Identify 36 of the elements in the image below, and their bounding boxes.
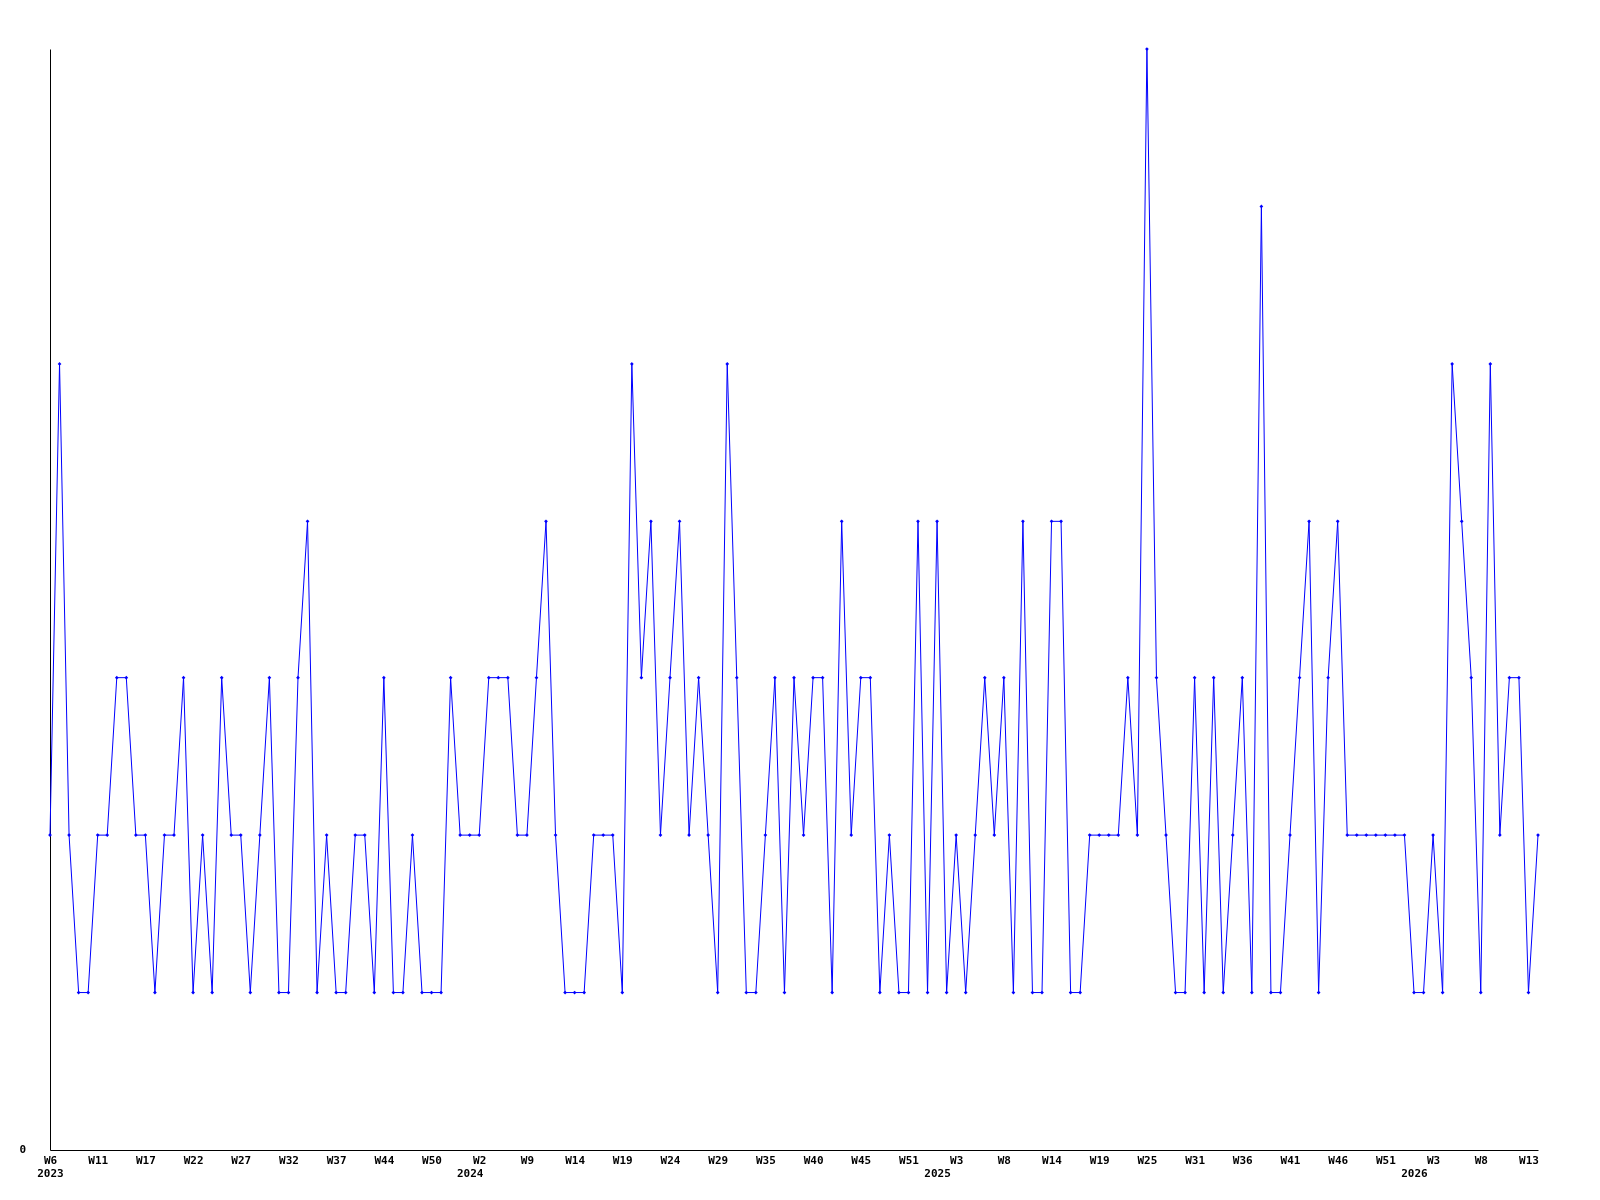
x-tick-label: W35 [755, 1153, 776, 1167]
x-tick-label: W51 [899, 1153, 920, 1167]
x-tick-label: W2 [473, 1153, 487, 1167]
x-tick-label: W14 [565, 1153, 586, 1167]
x-tick-label: W8 [1474, 1153, 1488, 1167]
x-tick-label: W41 [1280, 1153, 1301, 1167]
x-tick-label: W8 [997, 1153, 1011, 1167]
x-tick-label: W27 [231, 1153, 252, 1167]
x-tick-label: 2026 [1401, 1166, 1429, 1180]
x-tick-label: W22 [183, 1153, 204, 1167]
text: 0 [19, 1143, 26, 1156]
x-tick-label: W50 [422, 1153, 442, 1167]
x-tick-label: W32 [279, 1153, 299, 1167]
x-tick-label: W9 [520, 1153, 535, 1167]
x-tick-label: W36 [1232, 1153, 1254, 1167]
x-tick-label: W31 [1185, 1153, 1206, 1167]
x-tick-label: W44 [374, 1153, 395, 1167]
x-tick-label: W51 [1375, 1153, 1397, 1167]
x-tick-label: W3 [950, 1153, 964, 1167]
x-tick-label: W14 [1042, 1153, 1063, 1167]
x-tick-label: W29 [708, 1153, 729, 1167]
x-tick-label: W11 [88, 1153, 109, 1167]
x-tick-label: W40 [803, 1153, 824, 1167]
x-tick-label: W24 [660, 1153, 681, 1167]
x-tick-label: 2024 [456, 1166, 484, 1180]
x-tick-label: W17 [135, 1153, 156, 1167]
x-tick-label: W19 [612, 1153, 633, 1167]
x-tick-label: 2025 [924, 1166, 951, 1180]
x-tick-label: W3 [1426, 1153, 1441, 1167]
x-tick-label: W37 [326, 1153, 347, 1167]
x-tick-label: W45 [851, 1153, 872, 1167]
x-tick-label: W6 2023 [37, 1153, 64, 1180]
x-tick-label: W19 [1089, 1153, 1110, 1167]
x-tick-label: W25 [1137, 1153, 1158, 1167]
x-tick-label: W46 [1328, 1153, 1349, 1167]
x-tick-label: W13 [1519, 1153, 1539, 1167]
